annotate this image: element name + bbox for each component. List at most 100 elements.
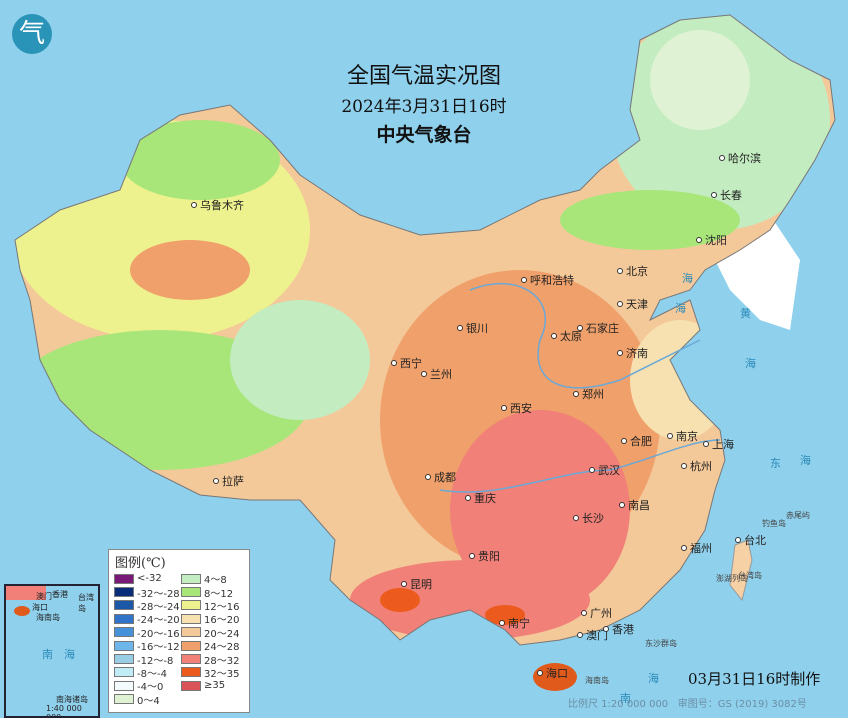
inset-label: 海 [64, 648, 75, 661]
city-label: 杭州 [681, 460, 712, 473]
legend-label: -8～-4 [137, 668, 167, 680]
inset-label: 海南岛 [36, 613, 60, 622]
city-label: 昆明 [401, 578, 432, 591]
legend-label: 20～24 [204, 628, 240, 640]
sea-label: 海 [745, 357, 756, 370]
city-label: 广州 [581, 607, 612, 620]
legend-label: -4～0 [137, 682, 164, 694]
legend-item: 16～20 [181, 612, 239, 626]
inset-label: 台湾岛 [78, 593, 94, 613]
city-label: 天津 [617, 298, 648, 311]
legend-swatch [181, 587, 201, 598]
city-label: 上海 [703, 438, 734, 451]
map-datetime: 2024年3月31日16时 [341, 97, 507, 117]
legend-label: 32～35 [204, 668, 240, 680]
city-label: 石家庄 [577, 322, 619, 335]
city-label: 成都 [425, 471, 456, 484]
legend-swatch [181, 654, 201, 665]
city-label: 太原 [551, 330, 582, 343]
city-label: 兰州 [421, 368, 452, 381]
city-label: 武汉 [589, 464, 620, 477]
city-label: 南宁 [499, 617, 530, 630]
city-label: 合肥 [621, 435, 652, 448]
city-label: 西安 [501, 402, 532, 415]
legend-item: -4～0 [114, 679, 180, 694]
legend-item: -32～-28 [114, 585, 180, 600]
city-label: 澳门 [577, 629, 608, 642]
yellow-river [469, 282, 701, 389]
city-label: 重庆 [465, 492, 496, 505]
legend-swatch [114, 667, 134, 678]
legend-item: 28～32 [181, 652, 240, 667]
legend-swatch [114, 613, 134, 624]
sea-label: 黄 [740, 307, 751, 320]
legend-label: 8～12 [204, 588, 234, 600]
city-label: 西宁 [391, 357, 422, 370]
legend-swatch [114, 680, 134, 691]
legend-item: -12～-8 [114, 652, 180, 667]
city-label: 长春 [711, 189, 742, 202]
island-label: 台湾岛 [738, 571, 762, 580]
legend-item: -28～-24 [114, 599, 180, 613]
sea-label: 东 [770, 457, 781, 470]
legend-swatch [181, 627, 201, 638]
island-label: 海南岛 [585, 676, 609, 685]
sea-label: 海 [675, 302, 686, 315]
legend-label: 4～8 [204, 575, 227, 587]
south-china-sea-inset: 海口 海南岛 台湾岛 澳门 香港 南 海 南海诸岛 1:40 000 000 [4, 584, 100, 718]
inset-label: 澳门 [36, 592, 52, 601]
map-title: 全国气温实况图 [346, 64, 501, 89]
legend-label: -32～-28 [137, 588, 180, 600]
hainan-island [533, 663, 577, 691]
legend-label: -16～-12 [137, 642, 180, 654]
legend-swatch [181, 680, 201, 691]
sea-label: 海 [800, 454, 811, 467]
legend-item: <-32 [114, 572, 180, 585]
legend-swatch [114, 587, 134, 598]
island-label: 澎湖列岛 [716, 574, 748, 583]
city-label: 北京 [617, 265, 648, 278]
legend-item: 24～28 [181, 639, 240, 654]
legend-swatch [114, 694, 134, 705]
city-label: 哈尔滨 [719, 152, 761, 165]
legend-swatch [181, 667, 201, 678]
legend-label: 28～32 [204, 655, 240, 667]
city-label: 台北 [735, 534, 766, 547]
inset-label: 南 [42, 648, 53, 661]
city-label: 呼和浩特 [521, 274, 574, 287]
city-label: 郑州 [573, 388, 604, 401]
legend-label: 24～28 [204, 642, 240, 654]
legend-swatch [114, 627, 134, 638]
legend-item: ≥35 [181, 679, 239, 692]
legend-label: -28～-24 [137, 601, 180, 613]
inset-scale: 1:40 000 000 [46, 704, 82, 718]
legend-item: -20～-16 [114, 626, 180, 640]
island-label: 钓鱼岛 [762, 519, 786, 528]
legend-swatch [114, 640, 134, 651]
legend-item: -8～-4 [114, 666, 180, 680]
legend-item: -16～-12 [114, 639, 180, 654]
taiwan-island [729, 539, 753, 602]
legend-label: 12～16 [204, 601, 240, 613]
city-label: 沈阳 [696, 234, 727, 247]
city-label: 南昌 [619, 499, 650, 512]
inset-label: 海口 [32, 603, 48, 612]
legend-swatch [114, 654, 134, 665]
city-label: 拉萨 [213, 475, 244, 488]
city-label: 海口 [537, 667, 568, 680]
island-label: 赤尾屿 [786, 511, 810, 520]
legend-item: 8～12 [181, 585, 239, 600]
legend-swatch [114, 573, 134, 584]
island-label: 东沙群岛 [645, 639, 677, 648]
legend-item: -24～-20 [114, 612, 180, 626]
legend-item: 4～8 [181, 572, 239, 587]
legend-swatch [114, 600, 134, 611]
approval-number: 审图号：GS (2019) 3082号 [677, 699, 807, 710]
legend-item: 20～24 [181, 626, 240, 640]
map-scale: 比例尺 1:20 000 000 [568, 699, 669, 710]
legend-item: 12～16 [181, 599, 240, 613]
city-label: 长沙 [573, 512, 604, 525]
inset-label: 南海诸岛 [56, 695, 88, 704]
city-label: 乌鲁木齐 [191, 199, 244, 212]
